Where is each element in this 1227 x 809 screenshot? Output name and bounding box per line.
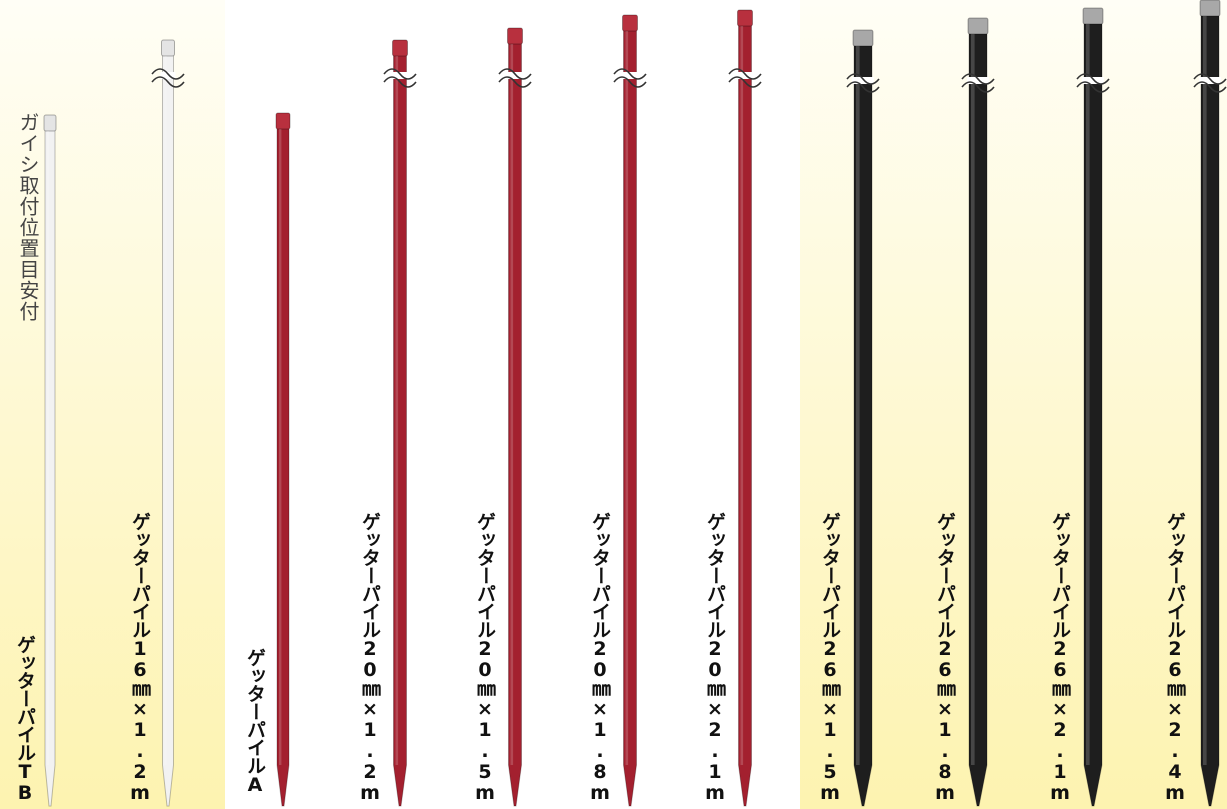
break-mark [383, 68, 417, 80]
pole [393, 53, 407, 807]
panel-white-series [0, 0, 225, 809]
pole-cap [1199, 0, 1221, 17]
pole-highlight [625, 31, 629, 765]
break-mark [1076, 81, 1110, 93]
break-mark [1193, 81, 1227, 93]
pole-cap [507, 27, 523, 45]
pole-cap [1082, 7, 1104, 25]
product-label: ゲッターパイル20㎜×1.5m [474, 512, 496, 803]
pole-cap [852, 29, 874, 47]
break-mark [846, 73, 880, 85]
product-label: ゲッターパイルTB [14, 635, 36, 803]
pole [44, 128, 56, 807]
break-mark [151, 68, 185, 80]
pole-highlight [395, 56, 399, 765]
pole [738, 23, 752, 807]
pole-highlight [47, 131, 49, 765]
break-gap [736, 72, 754, 79]
break-mark [613, 68, 647, 80]
break-gap [1082, 77, 1104, 84]
pole-cap [43, 114, 57, 132]
break-gap [160, 72, 176, 79]
pole-highlight [856, 46, 860, 765]
pole-highlight [1086, 24, 1090, 765]
break-mark [1193, 73, 1227, 85]
pole-cap [392, 39, 408, 57]
break-gap [391, 72, 409, 79]
product-label: ゲッターパイル20㎜×1.8m [589, 512, 611, 803]
break-gap [621, 72, 639, 79]
break-gap [967, 77, 989, 84]
break-gap [506, 72, 524, 79]
product-label: ゲッターパイル26㎜×2.4m [1164, 512, 1186, 803]
pole-highlight [279, 129, 282, 765]
pole-highlight [164, 56, 167, 765]
break-gap [1199, 77, 1221, 84]
break-mark [846, 81, 880, 93]
product-label: ゲッターパイル26㎜×1.5m [819, 512, 841, 803]
break-mark [961, 73, 995, 85]
break-gap [852, 77, 874, 84]
product-label: ゲッターパイル26㎜×2.1m [1049, 512, 1071, 803]
break-mark [498, 76, 532, 88]
break-mark [383, 76, 417, 88]
pole-cap [737, 9, 753, 27]
break-mark [151, 76, 185, 88]
pole-cap [622, 14, 638, 32]
break-mark [1076, 73, 1110, 85]
break-mark [613, 76, 647, 88]
product-label: ゲッターパイル16㎜×1.2m [129, 512, 151, 803]
product-label: ゲッターパイル20㎜×2.1m [704, 512, 726, 803]
product-label: ゲッターパイル20㎜×1.2m [359, 512, 381, 803]
pole-highlight [510, 44, 514, 765]
pole-highlight [1203, 16, 1207, 765]
pole [508, 41, 522, 807]
pole-cap [161, 39, 175, 57]
pole [162, 53, 174, 807]
pole-cap [275, 112, 291, 130]
product-label: ゲッターパイル26㎜×1.8m [934, 512, 956, 803]
pole-highlight [971, 34, 975, 765]
product-label: ゲッターパイルA [244, 648, 266, 795]
annotation: ガイシ取付位置目安付 [16, 112, 40, 322]
pole [623, 28, 637, 807]
break-mark [728, 68, 762, 80]
break-mark [498, 68, 532, 80]
pole-cap [967, 17, 989, 35]
break-mark [728, 76, 762, 88]
pole [276, 126, 290, 807]
break-mark [961, 81, 995, 93]
pole-highlight [740, 26, 744, 765]
